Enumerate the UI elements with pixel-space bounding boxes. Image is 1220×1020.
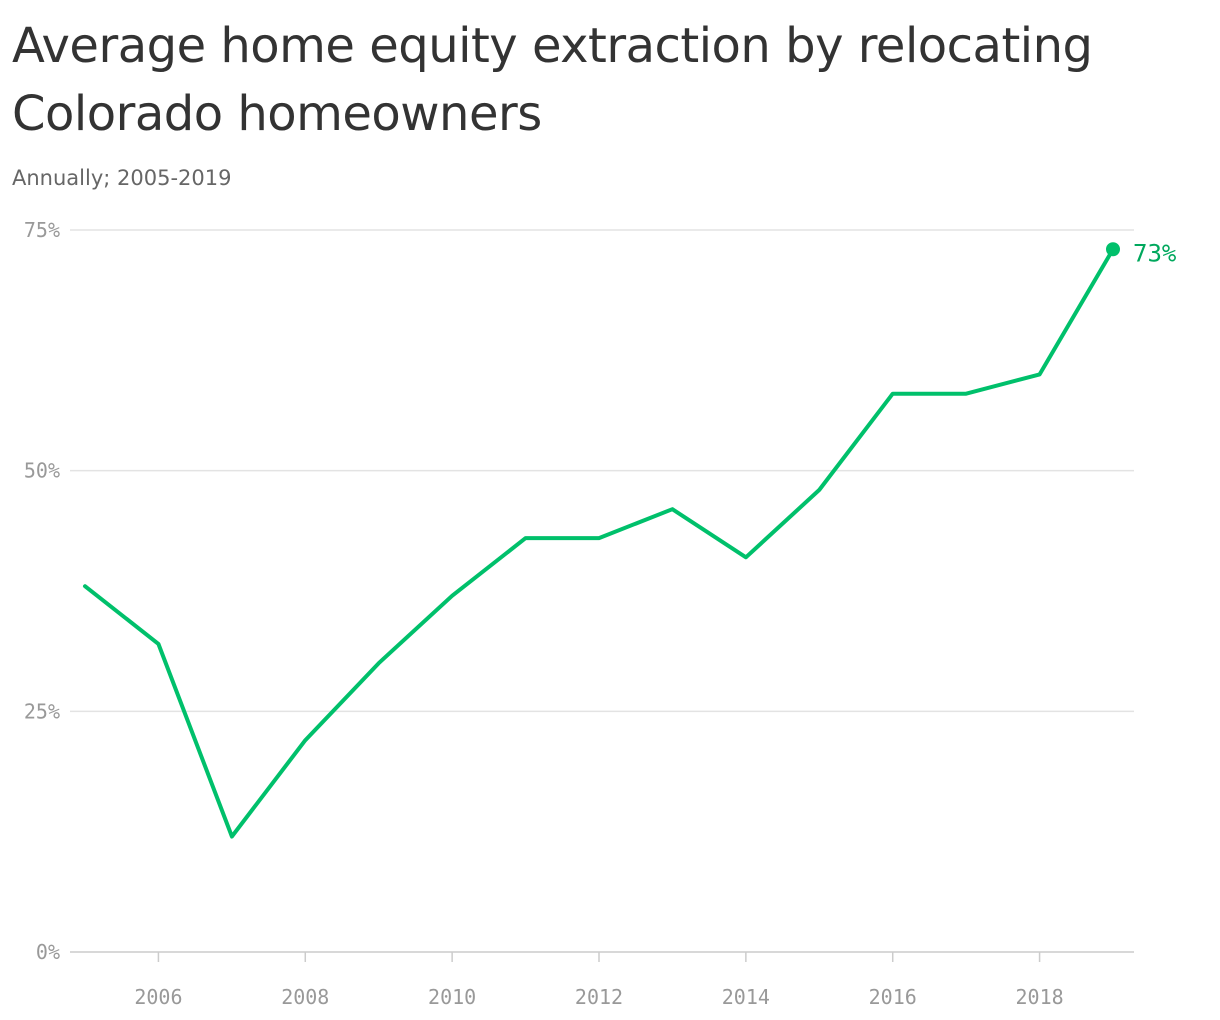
end-point-marker (1106, 242, 1120, 257)
chart-title: Average home equity extraction by reloca… (12, 18, 1093, 142)
end-value-label: 73% (1133, 239, 1177, 267)
x-tick-label: 2016 (869, 985, 917, 1009)
y-tick-label: 0% (36, 940, 60, 964)
chart-subtitle: Annually; 2005-2019 (12, 166, 232, 190)
series: 73% (83, 239, 1177, 839)
grid-lines (70, 229, 1134, 953)
x-tick-label: 2014 (722, 985, 770, 1009)
x-tick-label: 2008 (281, 985, 329, 1009)
x-axis: 2006 2008 2010 2012 2014 2016 2018 (134, 952, 1064, 1009)
y-tick-label: 25% (24, 699, 60, 723)
y-axis: 0% 25% 50% 75% (24, 218, 60, 964)
y-tick-label: 50% (24, 459, 60, 483)
series-line (83, 247, 1115, 839)
y-tick-label: 75% (24, 218, 60, 242)
x-tick-label: 2010 (428, 985, 476, 1009)
x-tick-label: 2012 (575, 985, 623, 1009)
x-tick-label: 2018 (1015, 985, 1063, 1009)
x-tick-label: 2006 (134, 985, 182, 1009)
